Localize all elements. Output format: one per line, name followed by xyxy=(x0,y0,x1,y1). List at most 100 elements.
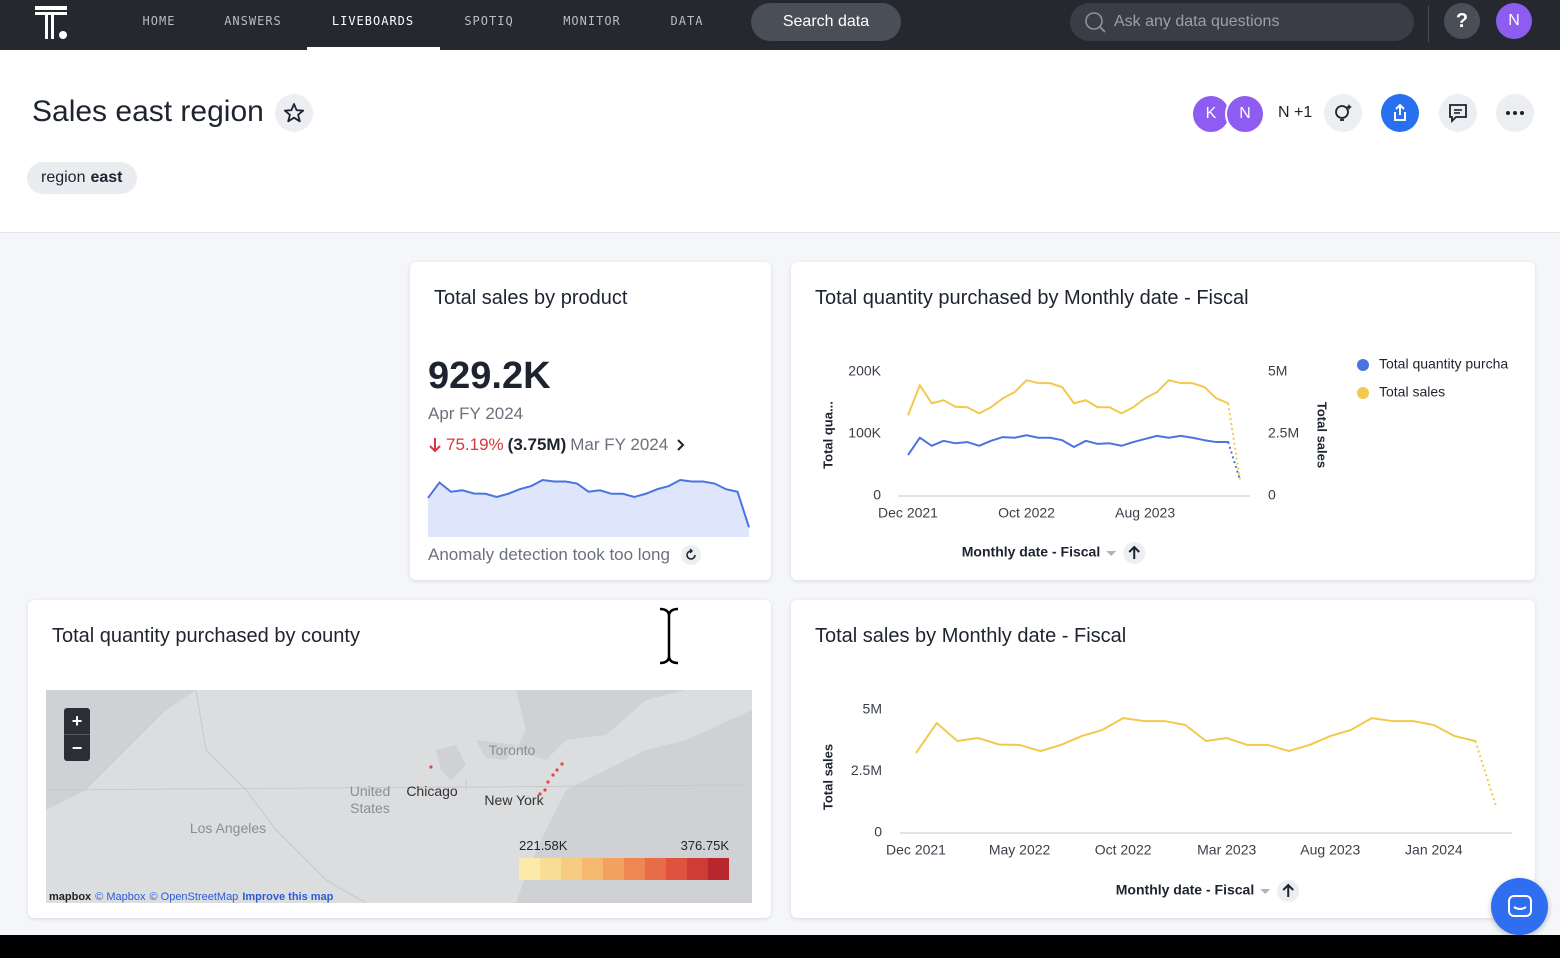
kpi-note: Anomaly detection took too long xyxy=(428,545,670,564)
help-button[interactable]: ? xyxy=(1444,3,1480,39)
kpi-period: Apr FY 2024 xyxy=(428,404,524,423)
card-title: Total quantity purchased by Monthly date… xyxy=(815,287,1249,309)
chat-button[interactable] xyxy=(1491,878,1548,935)
y2-axis-label: Total sales xyxy=(1315,402,1330,468)
card-title: Total sales by Monthly date - Fiscal xyxy=(815,625,1127,647)
x-tick-label: Aug 2023 xyxy=(1300,842,1360,858)
y-tick-label: 0 xyxy=(873,487,881,503)
x-tick-label: Jan 2024 xyxy=(1405,842,1463,858)
logo[interactable] xyxy=(33,4,71,44)
kpi-note-row: Anomaly detection took too long xyxy=(428,544,702,566)
chat-icon xyxy=(1507,894,1532,917)
more-button[interactable] xyxy=(1496,94,1534,132)
legend-swatch xyxy=(708,858,729,880)
y-tick-label: 2.5M xyxy=(851,762,882,778)
down-arrow xyxy=(429,438,441,453)
legend-swatch xyxy=(624,858,646,880)
y-tick-label: 100K xyxy=(848,425,881,441)
attribution-item[interactable]: Improve this map xyxy=(242,891,334,903)
y-tick-label: 5M xyxy=(863,701,882,717)
legend-min: 221.58K xyxy=(519,838,568,853)
chart: 0 2.5M 5M Dec 2021 May 2022 Oct 2022 Mar 2023 A… xyxy=(820,701,1512,902)
refresh-button[interactable] xyxy=(680,544,702,566)
sort-caret[interactable] xyxy=(1260,889,1271,894)
nav-item[interactable]: DATA xyxy=(670,14,704,28)
chevron[interactable] xyxy=(672,436,688,454)
sort-arrow xyxy=(1282,883,1294,897)
comment-button[interactable] xyxy=(1439,94,1477,132)
legend-label[interactable]: Total quantity purcha xyxy=(1379,356,1508,372)
legend-max: 376.75K xyxy=(680,838,729,853)
nav-item[interactable]: LIVEBOARDS xyxy=(331,14,415,28)
collaborator-avatar[interactable]: K xyxy=(1191,94,1231,134)
map-points xyxy=(429,762,564,796)
chart-card[interactable]: Total sales by Monthly date - Fiscal 0 2.… xyxy=(791,600,1535,918)
ask-placeholder: Ask any data questions xyxy=(1114,13,1280,30)
favorite-button[interactable] xyxy=(275,94,313,132)
filter-chip[interactable]: region east xyxy=(27,162,137,194)
x-tick-label: May 2022 xyxy=(989,842,1051,858)
map-card[interactable]: Total quantity purchased by county + − To… xyxy=(28,600,771,918)
share-icon xyxy=(1394,103,1406,121)
x-axis-label[interactable]: Monthly date - Fiscal xyxy=(1116,882,1254,898)
x-tick-label: Mar 2023 xyxy=(1197,842,1256,858)
top-nav: Search data Ask any data questions ? N H… xyxy=(0,0,1560,50)
map-label: United States xyxy=(349,783,391,816)
active-underline xyxy=(307,47,440,50)
kpi-change-abs: (3.75M) xyxy=(507,435,567,454)
filter-value: east xyxy=(90,169,123,186)
collaborator-avatar[interactable]: N xyxy=(1225,94,1265,134)
sort-caret[interactable] xyxy=(1106,551,1117,556)
line-series xyxy=(907,379,1241,481)
zoom-button[interactable]: + xyxy=(71,711,83,731)
legend-label[interactable]: Total sales xyxy=(1379,384,1445,400)
kpi-compare-period: Mar FY 2024 xyxy=(570,435,669,454)
attribution-item[interactable]: © Mapbox xyxy=(95,891,146,903)
legend-swatch xyxy=(1357,359,1369,371)
search-button[interactable]: Search data xyxy=(751,3,901,41)
map[interactable] xyxy=(46,690,752,903)
more-users[interactable]: N +1 xyxy=(1278,104,1313,121)
ask-box[interactable]: Ask any data questions xyxy=(1070,3,1414,41)
map-border xyxy=(46,780,747,791)
kpi-value: 929.2K xyxy=(428,355,551,397)
text-cursor xyxy=(659,607,679,665)
zoom-controls: + − xyxy=(64,708,90,761)
map-border xyxy=(195,690,367,903)
x-tick-label: Oct 2022 xyxy=(998,505,1055,521)
map-attribution: mapbox © Mapbox © OpenStreetMap Improve thi… xyxy=(49,891,333,903)
x-axis-label[interactable]: Monthly date - Fiscal xyxy=(962,544,1100,560)
x-tick-label: Oct 2022 xyxy=(1095,842,1152,858)
map-label: Los Angeles xyxy=(189,820,267,836)
filter-label: region xyxy=(41,169,86,186)
y-axis-label: Total sales xyxy=(820,744,835,810)
legend-swatch xyxy=(645,858,667,880)
kpi-card[interactable]: Total sales by product 929.2K Apr FY 202… xyxy=(410,262,771,580)
legend-swatch xyxy=(561,858,583,880)
nav-item[interactable]: ANSWERS xyxy=(224,14,282,28)
map-lakes xyxy=(436,740,516,780)
y-tick-label: 0 xyxy=(874,824,882,840)
map-label: Chicago xyxy=(406,783,458,799)
user-avatar[interactable]: N xyxy=(1496,3,1532,39)
kpi-change: 75.19% xyxy=(446,435,504,454)
y-tick-label: 200K xyxy=(848,363,881,379)
x-tick-label: Dec 2021 xyxy=(886,842,946,858)
chart-card[interactable]: Total quantity purchased by Monthly date… xyxy=(791,262,1535,580)
nav-item[interactable]: MONITOR xyxy=(563,14,621,28)
map-land xyxy=(46,690,752,903)
card-title: Total sales by product xyxy=(434,287,628,309)
dots-icon xyxy=(1506,111,1524,115)
nav-item[interactable]: SPOTIQ xyxy=(464,14,514,28)
spotiq-button[interactable] xyxy=(1324,94,1362,132)
y2-tick-label: 2.5M xyxy=(1268,425,1299,441)
nav-item[interactable]: HOME xyxy=(142,14,176,28)
attribution-item[interactable]: © OpenStreetMap xyxy=(149,891,239,903)
share-button[interactable] xyxy=(1381,94,1419,132)
comment-icon xyxy=(1449,104,1467,124)
zoom-button[interactable]: − xyxy=(64,734,90,761)
divider xyxy=(1428,6,1429,42)
